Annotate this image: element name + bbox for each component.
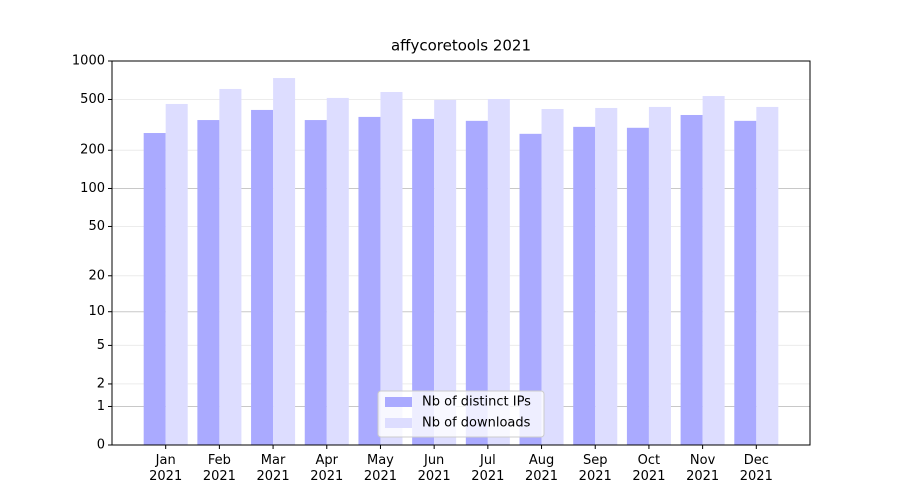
legend-swatch [385,397,412,407]
bar [541,109,564,446]
bar [380,92,403,445]
bar [197,120,220,445]
x-tick-label: Sep 2021 [578,453,612,484]
legend-label: Nb of downloads [422,416,531,431]
y-tick-label: 20 [88,268,105,283]
y-tick-label: 100 [80,181,105,196]
x-tick-label: Jan 2021 [149,453,183,484]
bar [434,99,457,445]
bar [326,97,349,445]
y-tick-label: 2 [97,376,105,391]
bar [251,109,274,445]
bar [219,88,242,446]
x-tick-label: Jul 2021 [471,453,505,484]
bar [648,106,671,445]
bar [626,127,649,446]
x-tick-label: Jun 2021 [417,453,451,484]
x-tick-label: Mar 2021 [256,453,290,484]
bar [519,133,542,446]
y-tick-label: 5 [97,338,105,353]
legend-label: Nb of distinct IPs [422,395,531,410]
bar [304,120,327,445]
bar [487,99,510,446]
bar [358,116,381,446]
bar [734,120,757,445]
x-tick-label: Nov 2021 [686,453,720,484]
bar [702,96,725,445]
bar [756,106,779,445]
bar [573,126,596,445]
bar [465,120,488,445]
bar [680,114,703,445]
plot-frame [111,60,811,446]
bar [143,133,166,446]
y-tick-label: 0 [97,438,105,453]
chart-title: affycoretools 2021 [391,37,531,55]
x-tick-label: Feb 2021 [202,453,236,484]
bar [595,107,618,445]
y-tick-label: 50 [88,219,105,234]
x-tick-label: May 2021 [363,453,397,484]
bar [273,78,296,445]
legend-swatch [385,418,412,428]
x-tick-label: Aug 2021 [524,453,559,484]
x-tick-label: Apr 2021 [310,453,344,484]
y-tick-label: 10 [88,304,105,319]
y-tick-label: 200 [80,143,105,158]
legend-box [377,390,545,438]
x-tick-label: Dec 2021 [739,453,773,484]
bar [165,103,188,446]
y-tick-label: 1 [97,399,105,414]
legend: Nb of distinct IPs Nb of downloads [377,390,545,438]
bar [412,118,435,446]
x-tick-label: Oct 2021 [632,453,666,484]
y-tick-label: 500 [80,92,105,107]
y-tick-label: 1000 [72,54,105,69]
